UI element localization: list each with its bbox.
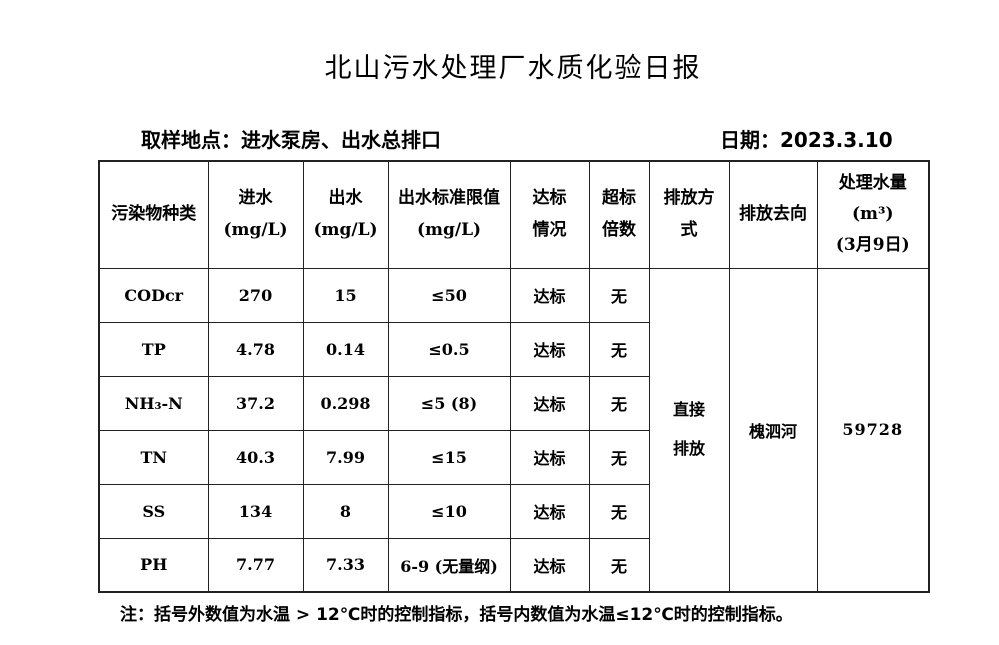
cell-exceedance: 无 (588, 429, 650, 485)
cell-discharge-destination: 槐泗河 (728, 267, 818, 593)
cell-limit: ≤5 (8) (387, 375, 511, 431)
header-exceedance-multiple: 超标 倍数 (588, 160, 650, 269)
cell-influent: 37.2 (207, 375, 304, 431)
cell-effluent: 0.298 (302, 375, 389, 431)
cell-influent: 40.3 (207, 429, 304, 485)
cell-exceedance: 无 (588, 321, 650, 377)
cell-effluent: 7.99 (302, 429, 389, 485)
cell-exceedance: 无 (588, 483, 650, 539)
cell-effluent: 7.33 (302, 537, 389, 593)
water-quality-table: 污染物种类 进水 (mg/L) 出水 (mg/L) 出水标准限值 (mg/L) … (98, 160, 930, 593)
cell-limit: ≤10 (387, 483, 511, 539)
cell-status: 达标 (509, 537, 590, 593)
cell-influent: 7.77 (207, 537, 304, 593)
cell-pollutant: TP (98, 321, 209, 377)
cell-limit: ≤50 (387, 267, 511, 323)
cell-exceedance: 无 (588, 375, 650, 431)
footnote: 注：括号外数值为水温 > 12℃时的控制指标，括号内数值为水温≤12℃时的控制指… (120, 605, 793, 625)
cell-limit: 6-9 (无量纲) (387, 537, 511, 593)
cell-limit: ≤0.5 (387, 321, 511, 377)
cell-pollutant: CODcr (98, 267, 209, 323)
cell-pollutant: TN (98, 429, 209, 485)
cell-treated-volume: 59728 (816, 267, 930, 593)
cell-pollutant: NH₃-N (98, 375, 209, 431)
cell-pollutant: PH (98, 537, 209, 593)
header-compliance: 达标 情况 (509, 160, 590, 269)
cell-influent: 134 (207, 483, 304, 539)
header-row: 污染物种类 进水 (mg/L) 出水 (mg/L) 出水标准限值 (mg/L) … (98, 160, 930, 269)
cell-influent: 270 (207, 267, 304, 323)
report-date-label: 日期：2023.3.10 (720, 128, 893, 152)
table-row-codcr: CODcr 270 15 ≤50 达标 无 直接 排放 槐泗河 59728 (98, 267, 930, 593)
cell-status: 达标 (509, 375, 590, 431)
cell-effluent: 0.14 (302, 321, 389, 377)
cell-limit: ≤15 (387, 429, 511, 485)
header-treated-volume: 处理水量 (m³) (3月9日) (816, 160, 930, 269)
cell-effluent: 15 (302, 267, 389, 323)
cell-influent: 4.78 (207, 321, 304, 377)
cell-status: 达标 (509, 321, 590, 377)
table-row-ss: SS 134 8 ≤10 达标 无 (98, 483, 929, 539)
page-title: 北山污水处理厂水质化验日报 (324, 53, 702, 84)
table-row-ph: PH 7.77 7.33 6-9 (无量纲) 达标 无 (98, 537, 929, 593)
cell-pollutant: SS (98, 483, 209, 539)
cell-status: 达标 (509, 267, 590, 323)
cell-status: 达标 (509, 483, 590, 539)
table-row-nh3n: NH₃-N 37.2 0.298 ≤5 (8) 达标 无 (98, 375, 929, 431)
cell-discharge-mode: 直接 排放 (648, 267, 730, 593)
header-discharge-mode: 排放方 式 (648, 160, 730, 269)
header-pollutant-type: 污染物种类 (98, 160, 209, 269)
header-effluent: 出水 (mg/L) (302, 160, 389, 269)
table-row-tp: TP 4.78 0.14 ≤0.5 达标 无 (98, 321, 929, 377)
cell-exceedance: 无 (588, 537, 650, 593)
sampling-location-label: 取样地点：进水泵房、出水总排口 (141, 128, 441, 152)
cell-exceedance: 无 (588, 267, 650, 323)
header-influent: 进水 (mg/L) (207, 160, 304, 269)
header-discharge-destination: 排放去向 (728, 160, 818, 269)
cell-status: 达标 (509, 429, 590, 485)
cell-effluent: 8 (302, 483, 389, 539)
header-effluent-limit: 出水标准限值 (mg/L) (387, 160, 511, 269)
